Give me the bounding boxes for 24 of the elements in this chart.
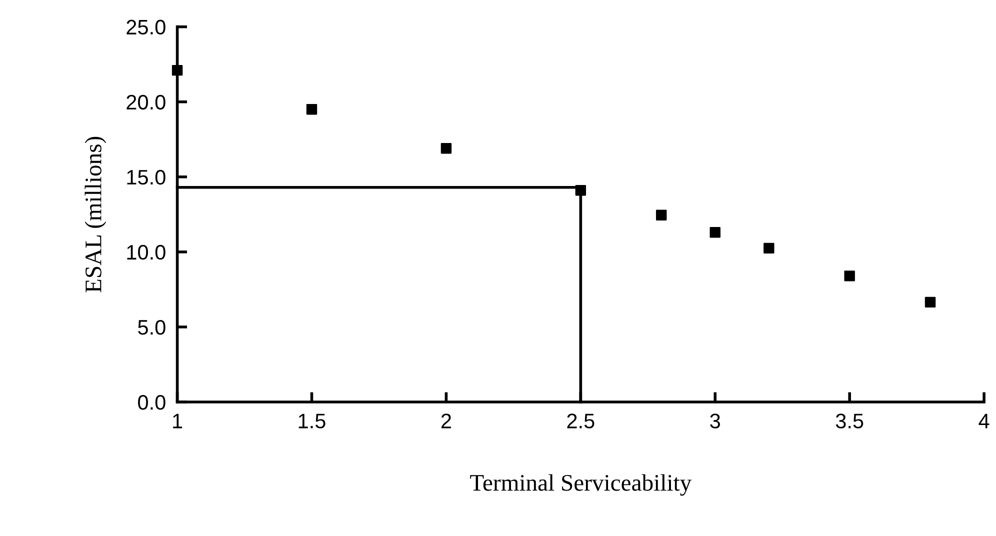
point: [764, 242, 774, 254]
x-tick-label: 1.5: [298, 414, 326, 428]
x-axis-title: Terminal Serviceability: [470, 474, 692, 496]
x-tick-label: 3.5: [836, 414, 864, 428]
point: [172, 64, 183, 76]
x-tick-label: 1: [173, 414, 182, 428]
point: [924, 296, 936, 308]
y-tick-label: 15.0: [127, 170, 166, 185]
y-tick-label: 0.0: [138, 395, 166, 410]
x-tick-label: 3: [710, 414, 720, 428]
x-tick-label: 4: [978, 414, 990, 428]
y-tick-label: 25.0: [126, 20, 166, 35]
y-tick-label: 5.0: [138, 320, 166, 335]
point: [710, 227, 720, 238]
point: [575, 185, 586, 196]
y-tick-label: 10.0: [127, 244, 166, 260]
point: [844, 270, 855, 282]
x-tick-label: 2.5: [567, 414, 594, 428]
x-tick-label: 2: [441, 414, 451, 428]
y-axis-title: ESAL (millions): [84, 136, 106, 292]
point: [306, 104, 318, 115]
point: [440, 143, 452, 154]
point: [656, 210, 667, 221]
y-tick-label: 20.0: [126, 94, 166, 110]
